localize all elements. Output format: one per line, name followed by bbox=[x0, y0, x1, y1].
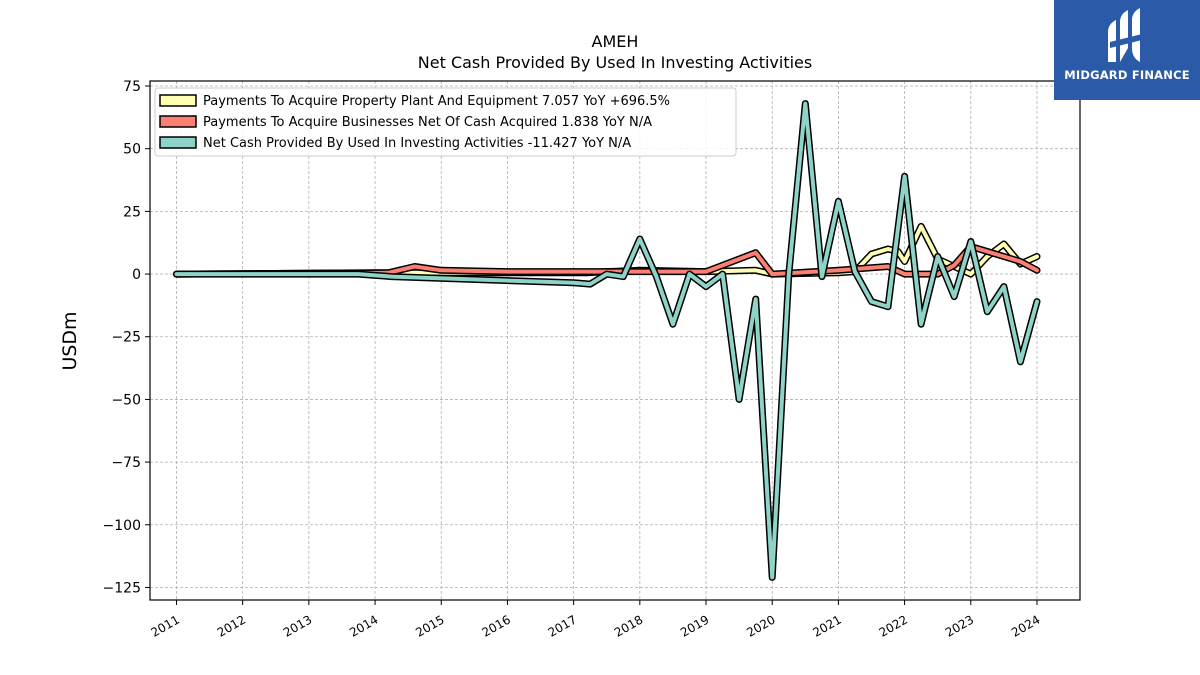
y-tick-label: 25 bbox=[123, 204, 141, 220]
x-tick-label: 2014 bbox=[347, 612, 380, 639]
legend-box bbox=[154, 87, 737, 157]
grid bbox=[150, 81, 1080, 600]
x-tick-label: 2019 bbox=[678, 612, 711, 639]
legend-label-1: Payments To Acquire Businesses Net Of Ca… bbox=[203, 115, 652, 130]
legend-swatch-0 bbox=[159, 94, 197, 107]
x-tick-label: 2015 bbox=[413, 612, 446, 639]
legend-label-2: Net Cash Provided By Used In Investing A… bbox=[203, 136, 631, 151]
y-tick-label: −50 bbox=[111, 392, 141, 408]
brand-name: MIDGARD FINANCE bbox=[1064, 68, 1190, 82]
x-axis: 2011 2012 2013 2014 2015 2016 2017 2018 2019 2020… bbox=[149, 600, 1042, 640]
x-tick-label: 2022 bbox=[877, 612, 910, 639]
y-tick-label: −125 bbox=[103, 580, 141, 596]
plot-frame bbox=[149, 80, 1081, 601]
legend-label-0: Payments To Acquire Property Plant And E… bbox=[203, 94, 670, 109]
x-tick-label: 2023 bbox=[943, 612, 976, 639]
legend-swatch-1 bbox=[159, 115, 197, 128]
x-tick-label: 2021 bbox=[810, 612, 843, 639]
y-tick-label: 0 bbox=[132, 267, 141, 283]
y-axis-label: USDm bbox=[59, 311, 81, 370]
y-tick-label: −25 bbox=[111, 330, 141, 346]
series-layer bbox=[173, 100, 1041, 581]
x-tick-label: 2024 bbox=[1009, 612, 1042, 639]
y-tick-label: 50 bbox=[123, 142, 141, 158]
x-tick-label: 2013 bbox=[281, 612, 314, 639]
y-tick-label: −100 bbox=[103, 518, 141, 534]
x-tick-label: 2020 bbox=[744, 612, 777, 639]
chart-title: AMEH bbox=[592, 32, 639, 51]
chart-subtitle: Net Cash Provided By Used In Investing A… bbox=[418, 53, 812, 72]
legend: Payments To Acquire Property Plant And E… bbox=[154, 87, 737, 157]
series-outline-2 bbox=[173, 100, 1041, 581]
y-tick-label: −75 bbox=[111, 455, 141, 471]
midgard-logo-icon bbox=[1108, 8, 1142, 62]
x-tick-label: 2017 bbox=[546, 612, 579, 639]
legend-swatch-2 bbox=[159, 136, 197, 149]
x-tick-label: 2011 bbox=[149, 612, 182, 639]
x-tick-label: 2016 bbox=[479, 612, 512, 639]
x-tick-label: 2012 bbox=[215, 612, 248, 639]
y-axis: 75 50 25 0 −25 −50 −75 −100 −125 bbox=[103, 79, 150, 596]
y-tick-label: 75 bbox=[123, 79, 141, 95]
series-line-2 bbox=[174, 101, 1039, 580]
x-tick-label: 2018 bbox=[612, 612, 645, 639]
brand-logo: MIDGARD FINANCE bbox=[1054, 0, 1200, 100]
